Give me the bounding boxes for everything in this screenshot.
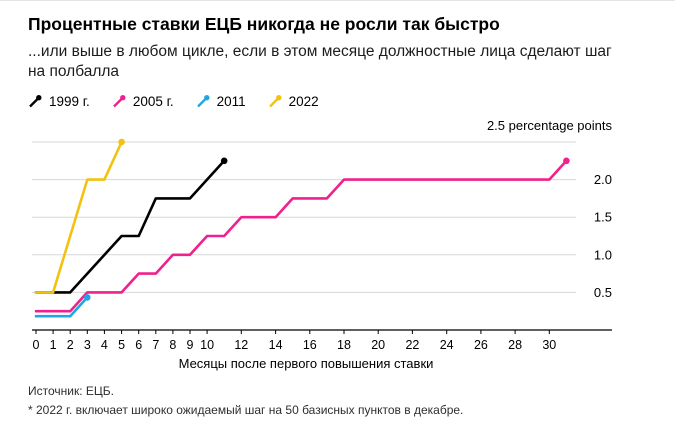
chart-title: Процентные ставки ЕЦБ никогда не росли т… [28,14,500,34]
legend-line-marker-icon [112,94,126,108]
series-endpoint-2022 [118,138,125,146]
x-tick-label: 4 [101,338,108,352]
y-tick-label: 1.5 [594,210,612,225]
x-tick-label: 5 [118,338,125,352]
legend-line-marker-icon [268,94,282,108]
chart-legend: 1999 г. 2005 г. 2011 2022 [28,92,675,110]
chart-footer: Источник: ЕЦБ. * 2022 г. включает широко… [28,382,647,419]
x-tick-label: 0 [33,338,40,352]
x-tick-label: 24 [440,338,454,352]
y-tick-label: 0.5 [594,285,612,300]
x-axis-title: Месяцы после первого повышения ставки [179,356,434,371]
legend-label: 1999 г. [49,93,90,109]
x-tick-label: 7 [152,338,159,352]
legend-item-2011: 2011 [196,94,246,109]
series-line-1999 г. [34,159,226,294]
x-tick-label: 10 [200,338,214,352]
legend-label: 2011 [216,93,246,109]
x-tick-label: 16 [303,338,317,352]
series-endpoint-2005 г. [563,157,570,165]
line-chart: 0 1 2 3 4 5 6 7 8 9 10 12 14 16 18 20 22 24 26 28 300.51.01.… [32,118,613,371]
source-text: Источник: ЕЦБ. [28,384,114,399]
x-tick-label: 22 [405,338,419,352]
chart-subtitle: ...или выше в любом цикле, если в этом м… [28,43,612,81]
series-line-2011 [34,296,89,318]
x-tick-label: 26 [474,338,488,352]
y-tick-label: 2.0 [594,172,612,187]
legend-label: 2022 [288,93,319,109]
x-tick-label: 8 [169,338,176,352]
y-axis-unit-label: 2.5 percentage points [487,118,613,133]
x-tick-label: 12 [234,338,248,352]
x-tick-label: 9 [187,338,194,352]
legend-label: 2005 г. [132,93,174,109]
series-endpoint-1999 г. [220,157,228,165]
legend-line-marker-icon [29,94,42,108]
x-tick-label: 3 [84,338,91,352]
legend-line-marker-icon [196,94,210,108]
legend-item-1999 г.: 1999 г. [28,94,90,109]
x-tick-label: 14 [269,338,283,352]
legend-item-2022: 2022 [268,94,319,109]
x-tick-label: 6 [135,338,142,352]
series-endpoint-2011 [84,294,91,301]
x-tick-label: 1 [50,338,57,352]
legend-item-2005 г.: 2005 г. [112,94,174,109]
x-tick-label: 20 [371,338,385,352]
x-tick-label: 18 [337,338,351,352]
x-tick-label: 28 [508,338,522,352]
x-tick-label: 30 [542,338,556,352]
y-tick-label: 1.0 [594,248,612,263]
series-line-2022 [34,140,123,294]
footnote-text: * 2022 г. включает широко ожидаемый шаг … [28,402,464,417]
x-tick-label: 2 [67,338,74,352]
series-line-2005 г. [34,159,568,313]
